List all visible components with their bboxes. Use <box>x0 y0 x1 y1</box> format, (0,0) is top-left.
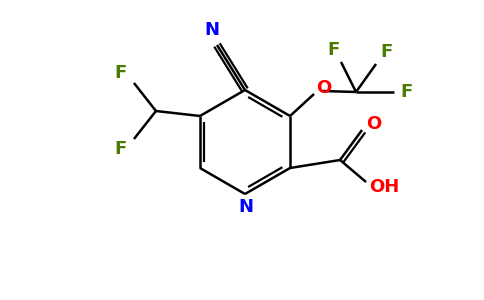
Text: F: F <box>115 64 127 82</box>
Text: N: N <box>205 21 220 39</box>
Text: OH: OH <box>369 178 399 196</box>
Text: F: F <box>400 83 412 101</box>
Text: F: F <box>115 140 127 158</box>
Text: F: F <box>327 41 339 59</box>
Text: O: O <box>317 79 332 97</box>
Text: N: N <box>239 198 254 216</box>
Text: O: O <box>366 115 382 133</box>
Text: F: F <box>380 43 392 61</box>
